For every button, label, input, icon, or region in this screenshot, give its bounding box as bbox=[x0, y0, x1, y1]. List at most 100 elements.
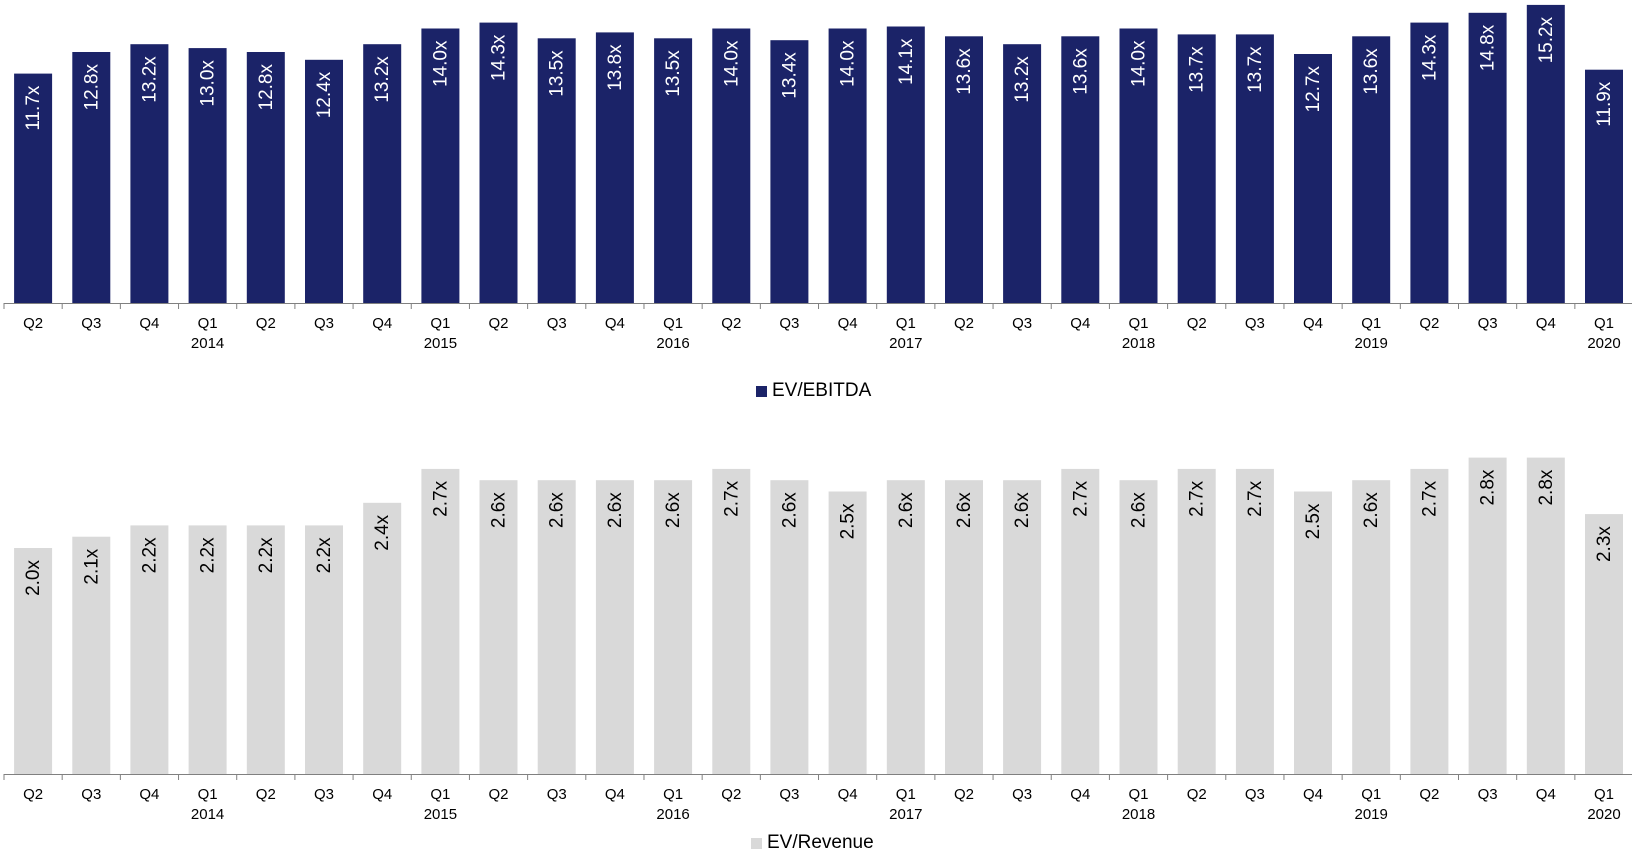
bar-revenue bbox=[246, 525, 285, 774]
data-label-revenue: 2.6x bbox=[1012, 492, 1033, 528]
x-tick-label-revenue: Q2 bbox=[488, 786, 508, 803]
bar-ebitda bbox=[305, 59, 343, 303]
data-label-ebitda: 12.8x bbox=[256, 64, 277, 111]
x-tick-year-revenue: 2016 bbox=[656, 806, 689, 823]
bar-revenue bbox=[537, 480, 576, 774]
bar-revenue bbox=[595, 480, 634, 774]
x-tick-year-ebitda: 2019 bbox=[1355, 335, 1388, 352]
data-label-ebitda: 12.4x bbox=[314, 71, 335, 118]
data-label-revenue: 2.5x bbox=[1303, 503, 1324, 539]
bar-revenue bbox=[1468, 457, 1507, 774]
x-tick-year-revenue: 2014 bbox=[191, 806, 224, 823]
x-tick-label-ebitda: Q1 bbox=[663, 315, 683, 332]
bar-revenue bbox=[1235, 468, 1274, 774]
data-label-ebitda: 13.6x bbox=[954, 48, 975, 95]
x-tick-label-ebitda: Q4 bbox=[372, 315, 392, 332]
x-tick-label-revenue: Q1 bbox=[1361, 786, 1381, 803]
x-tick-label-revenue: Q3 bbox=[1245, 786, 1265, 803]
data-label-revenue: 2.6x bbox=[489, 492, 510, 528]
bar-revenue bbox=[886, 480, 925, 774]
legend-ev-ebitda: EV/EBITDA bbox=[756, 380, 871, 402]
data-label-ebitda: 12.7x bbox=[1303, 66, 1324, 113]
data-label-ebitda: 13.7x bbox=[1245, 46, 1266, 93]
data-label-ebitda: 13.6x bbox=[1070, 48, 1091, 95]
bar-ebitda bbox=[1119, 28, 1158, 303]
bar-revenue bbox=[1119, 480, 1158, 774]
x-tick-label-revenue: Q2 bbox=[256, 786, 276, 803]
bar-ebitda bbox=[130, 44, 169, 303]
data-label-ebitda: 13.2x bbox=[372, 56, 393, 103]
bar-revenue bbox=[1352, 480, 1391, 774]
x-tick-label-revenue: Q2 bbox=[1419, 786, 1439, 803]
bar-ebitda bbox=[1061, 36, 1100, 304]
x-tick-label-revenue: Q4 bbox=[605, 786, 625, 803]
bar-ebitda bbox=[537, 38, 576, 304]
data-label-revenue: 2.8x bbox=[1478, 469, 1499, 505]
bar-ebitda bbox=[770, 40, 809, 303]
x-tick-label-ebitda: Q1 bbox=[198, 315, 218, 332]
data-label-revenue: 2.7x bbox=[430, 480, 451, 516]
bar-ebitda bbox=[246, 52, 285, 303]
x-tick-year-ebitda: 2014 bbox=[191, 335, 224, 352]
x-tick-label-ebitda: Q2 bbox=[23, 315, 43, 332]
bar-ebitda bbox=[188, 48, 227, 303]
bar-revenue bbox=[1061, 468, 1100, 774]
x-tick-label-revenue: Q1 bbox=[430, 786, 450, 803]
x-tick-label-revenue: Q1 bbox=[198, 786, 218, 803]
x-tick-year-revenue: 2018 bbox=[1122, 806, 1155, 823]
x-tick-year-revenue: 2017 bbox=[889, 806, 922, 823]
x-tick-label-ebitda: Q2 bbox=[1419, 315, 1439, 332]
data-label-ebitda: 14.0x bbox=[721, 40, 742, 87]
data-label-ebitda: 14.0x bbox=[838, 40, 859, 87]
x-tick-label-revenue: Q4 bbox=[1303, 786, 1323, 803]
x-tick-label-ebitda: Q4 bbox=[1536, 315, 1556, 332]
x-tick-label-ebitda: Q2 bbox=[954, 315, 974, 332]
data-label-revenue: 2.8x bbox=[1536, 469, 1557, 505]
x-tick-label-revenue: Q4 bbox=[139, 786, 159, 803]
x-tick-label-revenue: Q3 bbox=[1478, 786, 1498, 803]
bar-ebitda bbox=[945, 36, 983, 304]
bar-ebitda bbox=[654, 38, 693, 304]
data-label-revenue: 2.7x bbox=[1187, 480, 1208, 516]
x-tick-label-revenue: Q3 bbox=[779, 786, 799, 803]
data-label-ebitda: 14.0x bbox=[1129, 40, 1150, 87]
x-tick-label-ebitda: Q3 bbox=[1478, 315, 1498, 332]
x-tick-label-ebitda: Q1 bbox=[1361, 315, 1381, 332]
bar-revenue bbox=[1526, 457, 1565, 774]
bar-revenue bbox=[130, 525, 169, 774]
bar-ebitda bbox=[363, 44, 402, 303]
x-tick-label-revenue: Q4 bbox=[1536, 786, 1556, 803]
bar-revenue bbox=[305, 525, 343, 774]
x-tick-label-ebitda: Q3 bbox=[1245, 315, 1265, 332]
data-label-ebitda: 13.2x bbox=[1012, 56, 1033, 103]
data-label-ebitda: 13.7x bbox=[1187, 46, 1208, 93]
data-label-revenue: 2.1x bbox=[81, 548, 102, 584]
bar-revenue bbox=[72, 536, 111, 774]
bar-ebitda bbox=[1294, 54, 1332, 303]
x-tick-label-revenue: Q2 bbox=[23, 786, 43, 803]
x-tick-label-ebitda: Q1 bbox=[430, 315, 450, 332]
x-tick-label-revenue: Q4 bbox=[838, 786, 858, 803]
x-tick-label-ebitda: Q3 bbox=[314, 315, 334, 332]
data-label-revenue: 2.4x bbox=[372, 514, 393, 550]
x-tick-label-ebitda: Q3 bbox=[81, 315, 101, 332]
legend-label-ev-revenue: EV/Revenue bbox=[767, 832, 874, 853]
data-label-ebitda: 14.0x bbox=[430, 40, 451, 87]
x-tick-label-revenue: Q2 bbox=[721, 786, 741, 803]
x-tick-label-ebitda: Q2 bbox=[1187, 315, 1207, 332]
data-label-ebitda: 13.5x bbox=[547, 50, 568, 97]
data-label-revenue: 2.6x bbox=[1361, 492, 1382, 528]
x-tick-label-revenue: Q3 bbox=[314, 786, 334, 803]
chart-revenue: 2.0x 2.1x 2.2x 2.2x 2.2x 2.2x 2.4x 2.7x 2.6x 2.6x… bbox=[3, 457, 1632, 823]
bar-ebitda bbox=[828, 28, 867, 303]
bar-ebitda bbox=[1526, 4, 1565, 304]
data-label-revenue: 2.7x bbox=[1070, 480, 1091, 516]
data-label-revenue: 2.5x bbox=[838, 503, 859, 539]
data-label-revenue: 2.6x bbox=[954, 492, 975, 528]
data-label-revenue: 2.6x bbox=[779, 492, 800, 528]
bar-ebitda bbox=[1177, 34, 1216, 304]
x-tick-label-revenue: Q3 bbox=[81, 786, 101, 803]
bar-ebitda bbox=[421, 28, 460, 303]
x-tick-label-ebitda: Q2 bbox=[488, 315, 508, 332]
